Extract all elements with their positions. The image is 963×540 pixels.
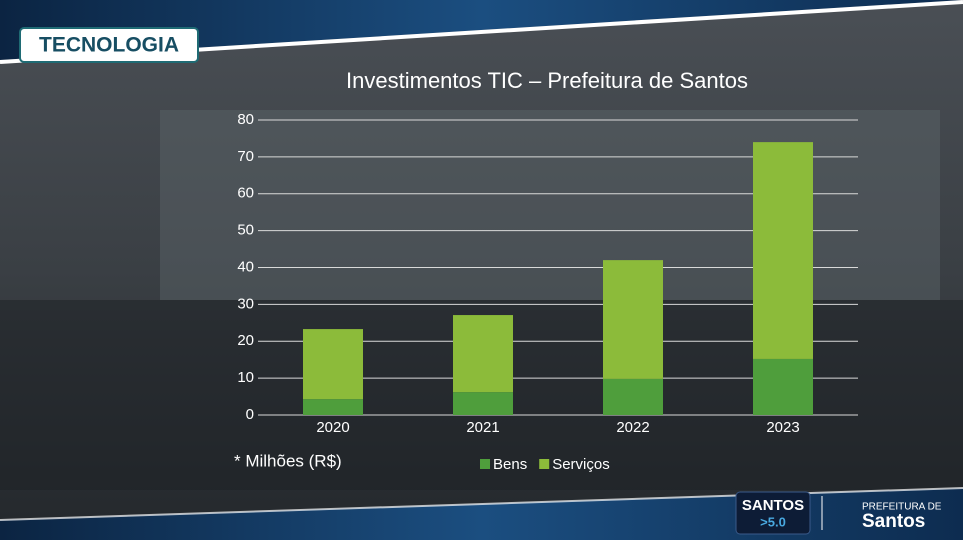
bar-segment — [453, 392, 513, 415]
x-tick-label: 2022 — [616, 419, 649, 436]
bar-segment — [603, 378, 663, 415]
x-tick-label: 2020 — [316, 419, 349, 436]
y-tick-label: 60 — [237, 185, 254, 202]
logo-caption: PREFEITURA DE — [862, 502, 942, 513]
y-tick-label: 70 — [237, 148, 254, 165]
bottom-band — [0, 488, 963, 540]
y-tick-label: 10 — [237, 369, 254, 386]
bar-segment — [753, 142, 813, 359]
y-tick-label: 20 — [237, 332, 254, 349]
y-tick-label: 80 — [237, 111, 254, 128]
bar-segment — [603, 260, 663, 379]
y-tick-label: 50 — [237, 222, 254, 239]
chart: 0 10 20 30 40 50 60 70 80 2020 2021 2022 2023 Bens Ser… — [237, 111, 858, 473]
x-tick-label: 2021 — [466, 419, 499, 436]
legend-label: Bens — [493, 456, 527, 473]
bar-segment — [303, 399, 363, 415]
badge — [735, 491, 811, 535]
legend-label: Serviços — [552, 456, 610, 473]
bar-segment — [753, 358, 813, 415]
bar-segment — [453, 315, 513, 393]
y-tick-label: 0 — [246, 406, 254, 423]
legend-swatch — [480, 459, 490, 469]
legend-swatch — [539, 459, 550, 469]
chart-title: Investimentos TIC – Prefeitura de Santos — [346, 68, 748, 93]
x-tick-label: 2023 — [766, 419, 799, 436]
badge-text: SANTOS — [742, 497, 804, 514]
video-wall — [160, 110, 940, 300]
tag-box — [19, 27, 199, 63]
note: * Milhões (R$) — [234, 451, 342, 470]
y-tick-label: 30 — [237, 295, 254, 312]
tag: TECNOLOGIA — [39, 34, 179, 57]
badge-version: >5.0 — [760, 514, 786, 529]
y-tick-label: 40 — [237, 258, 254, 275]
logo-name: Santos — [862, 511, 925, 532]
bar-segment — [303, 329, 363, 400]
